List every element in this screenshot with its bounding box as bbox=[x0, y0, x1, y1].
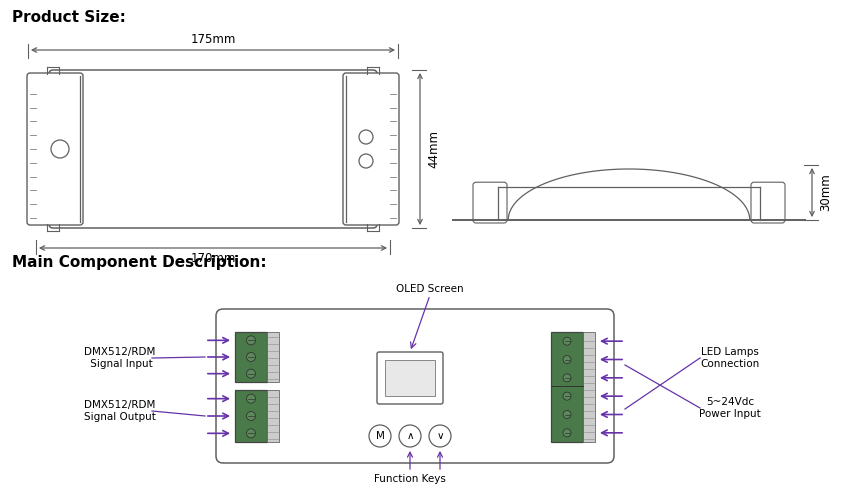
FancyBboxPatch shape bbox=[473, 182, 507, 223]
Bar bbox=[267, 332, 279, 382]
Text: Function Keys: Function Keys bbox=[374, 474, 446, 484]
FancyBboxPatch shape bbox=[343, 73, 399, 225]
Bar bbox=[235, 390, 267, 442]
FancyBboxPatch shape bbox=[27, 73, 83, 225]
Text: M: M bbox=[376, 431, 384, 441]
Text: 175mm: 175mm bbox=[190, 33, 235, 46]
Text: 44mm: 44mm bbox=[428, 130, 441, 168]
FancyBboxPatch shape bbox=[377, 352, 443, 404]
Bar bbox=[551, 332, 583, 442]
Text: Product Size:: Product Size: bbox=[12, 10, 126, 25]
Text: ∨: ∨ bbox=[436, 431, 444, 441]
Circle shape bbox=[563, 429, 571, 437]
Bar bbox=[583, 332, 595, 442]
FancyBboxPatch shape bbox=[49, 70, 377, 228]
Circle shape bbox=[246, 336, 256, 345]
Circle shape bbox=[563, 356, 571, 364]
Text: 30mm: 30mm bbox=[820, 173, 832, 211]
Circle shape bbox=[563, 337, 571, 345]
Circle shape bbox=[369, 425, 391, 447]
Text: DMX512/RDM
 Signal Input: DMX512/RDM Signal Input bbox=[84, 347, 155, 369]
Bar bbox=[385, 360, 435, 396]
Circle shape bbox=[399, 425, 421, 447]
Text: LED Lamps
Connection: LED Lamps Connection bbox=[701, 347, 760, 369]
Circle shape bbox=[563, 411, 571, 418]
Circle shape bbox=[563, 392, 571, 400]
Text: OLED Screen: OLED Screen bbox=[396, 284, 464, 294]
Circle shape bbox=[246, 429, 256, 438]
Circle shape bbox=[359, 154, 373, 168]
Circle shape bbox=[246, 394, 256, 403]
Text: 5~24Vdc
Power Input: 5~24Vdc Power Input bbox=[699, 397, 761, 419]
Text: Main Component Description:: Main Component Description: bbox=[12, 255, 267, 270]
Circle shape bbox=[51, 140, 69, 158]
Circle shape bbox=[429, 425, 451, 447]
Circle shape bbox=[246, 352, 256, 362]
Circle shape bbox=[246, 412, 256, 420]
Bar bbox=[267, 390, 279, 442]
Text: 170mm: 170mm bbox=[190, 252, 235, 265]
Text: ∧: ∧ bbox=[406, 431, 414, 441]
Circle shape bbox=[359, 130, 373, 144]
FancyBboxPatch shape bbox=[216, 309, 614, 463]
Circle shape bbox=[563, 374, 571, 382]
Text: DMX512/RDM
Signal Output: DMX512/RDM Signal Output bbox=[84, 400, 156, 422]
Bar bbox=[235, 332, 267, 382]
FancyBboxPatch shape bbox=[751, 182, 785, 223]
Circle shape bbox=[246, 369, 256, 378]
